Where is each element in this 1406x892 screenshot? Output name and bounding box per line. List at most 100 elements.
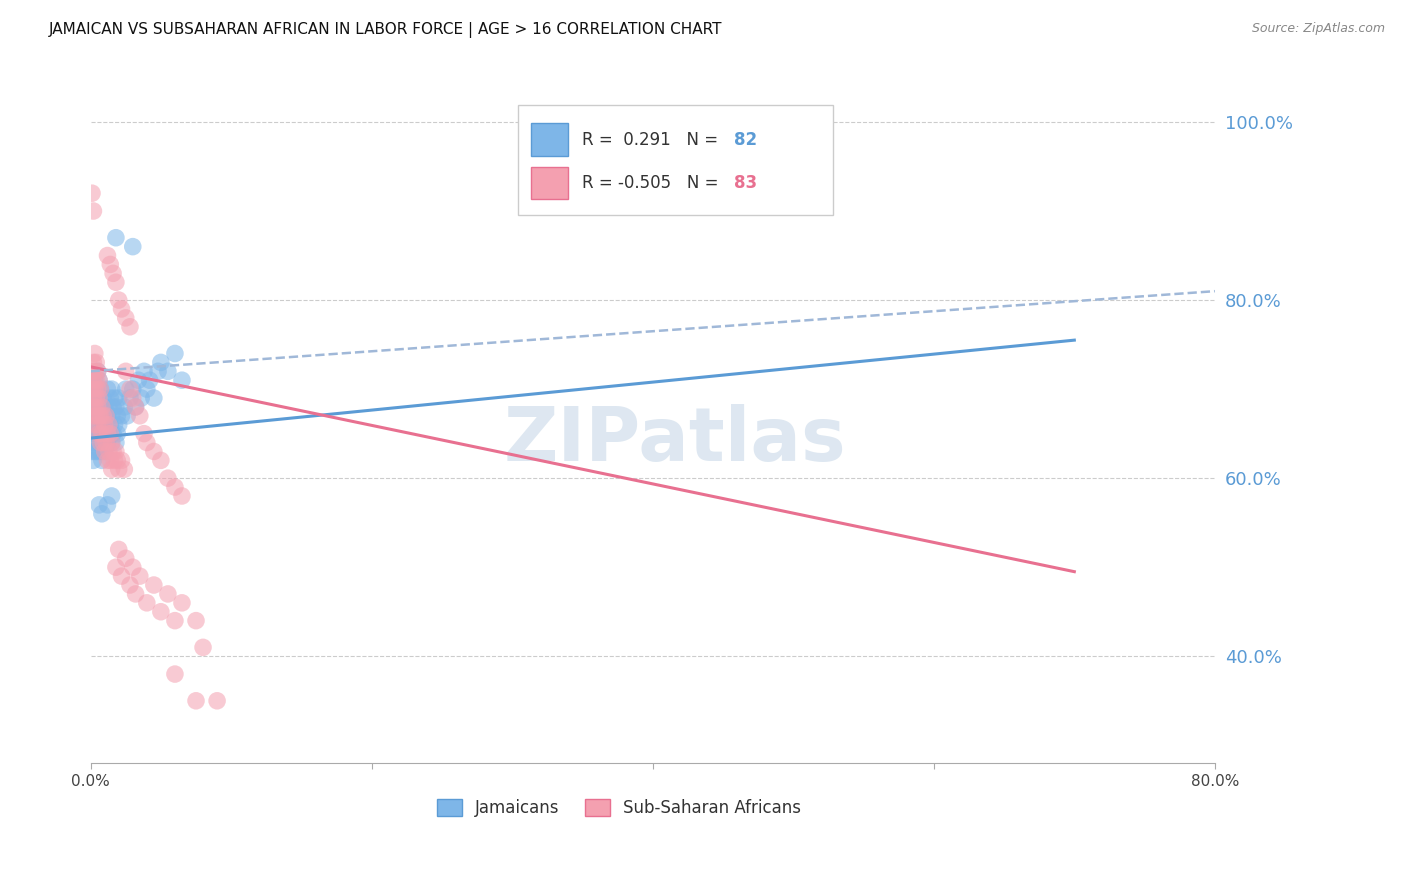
Point (82, 409, 104, 423)
Point (142, 391, 165, 405)
Point (124, 400, 146, 414)
Point (135, 435, 157, 450)
Point (89, 409, 111, 423)
Point (96, 453, 118, 467)
Point (84, 435, 107, 450)
Point (149, 605, 172, 619)
Point (114, 551, 136, 566)
Point (82, 417, 104, 432)
Point (191, 640, 214, 655)
Text: ZIPatlas: ZIPatlas (503, 404, 846, 477)
Point (100, 435, 122, 450)
Point (146, 364, 169, 378)
Point (82, 373, 104, 387)
Point (82, 204, 104, 219)
Point (163, 480, 186, 494)
Point (89, 435, 111, 450)
Point (87, 391, 110, 405)
Point (110, 453, 132, 467)
Point (83, 409, 105, 423)
Point (80, 426, 103, 441)
FancyBboxPatch shape (531, 123, 568, 156)
Point (86, 364, 108, 378)
Point (84, 391, 107, 405)
Point (87, 373, 110, 387)
Point (90, 426, 112, 441)
Point (83, 417, 105, 432)
Point (80, 409, 103, 423)
Point (91, 417, 114, 432)
Point (104, 231, 127, 245)
Point (121, 382, 143, 396)
Point (107, 293, 129, 307)
Point (100, 409, 122, 423)
Point (84, 373, 107, 387)
Point (156, 364, 179, 378)
Point (170, 373, 193, 387)
Point (149, 355, 172, 369)
Point (82, 382, 104, 396)
Point (93, 417, 115, 432)
Point (149, 453, 172, 467)
Point (105, 426, 128, 441)
Point (96, 435, 118, 450)
Point (96, 426, 118, 441)
Point (83, 444, 105, 458)
Point (101, 400, 124, 414)
Point (87, 435, 110, 450)
Point (114, 310, 136, 325)
Point (90, 400, 112, 414)
Legend: Jamaicans, Sub-Saharan Africans: Jamaicans, Sub-Saharan Africans (430, 792, 808, 823)
Point (83, 426, 105, 441)
Point (93, 417, 115, 432)
Point (118, 319, 141, 334)
Point (82, 400, 104, 414)
Point (100, 435, 122, 450)
Point (98, 417, 121, 432)
FancyBboxPatch shape (517, 105, 832, 215)
Point (82, 435, 104, 450)
Point (103, 391, 125, 405)
Point (103, 453, 125, 467)
Point (84, 355, 107, 369)
Point (205, 694, 228, 708)
Point (90, 426, 112, 441)
Point (84, 382, 107, 396)
Point (83, 346, 105, 360)
Point (87, 498, 110, 512)
Point (98, 426, 121, 441)
Point (105, 453, 128, 467)
Point (86, 417, 108, 432)
Point (128, 569, 150, 583)
Point (118, 391, 141, 405)
Point (110, 569, 132, 583)
Point (118, 382, 141, 396)
Point (127, 373, 149, 387)
Point (121, 391, 143, 405)
Text: R =  0.291   N =: R = 0.291 N = (582, 131, 723, 149)
Point (107, 391, 129, 405)
Point (87, 426, 110, 441)
Point (100, 489, 122, 503)
Point (90, 453, 112, 467)
Point (156, 471, 179, 485)
Point (97, 426, 120, 441)
Point (104, 444, 127, 458)
Point (96, 409, 118, 423)
Point (124, 400, 146, 414)
Point (103, 417, 125, 432)
Point (132, 426, 155, 441)
Point (97, 417, 120, 432)
Point (94, 409, 117, 423)
Point (100, 462, 122, 476)
Point (112, 400, 135, 414)
Text: JAMAICAN VS SUBSAHARAN AFRICAN IN LABOR FORCE | AGE > 16 CORRELATION CHART: JAMAICAN VS SUBSAHARAN AFRICAN IN LABOR … (49, 22, 723, 38)
Point (104, 435, 127, 450)
Point (89, 444, 111, 458)
Point (170, 596, 193, 610)
Point (104, 400, 127, 414)
Point (156, 587, 179, 601)
Point (91, 409, 114, 423)
Point (80, 382, 103, 396)
Point (142, 578, 165, 592)
